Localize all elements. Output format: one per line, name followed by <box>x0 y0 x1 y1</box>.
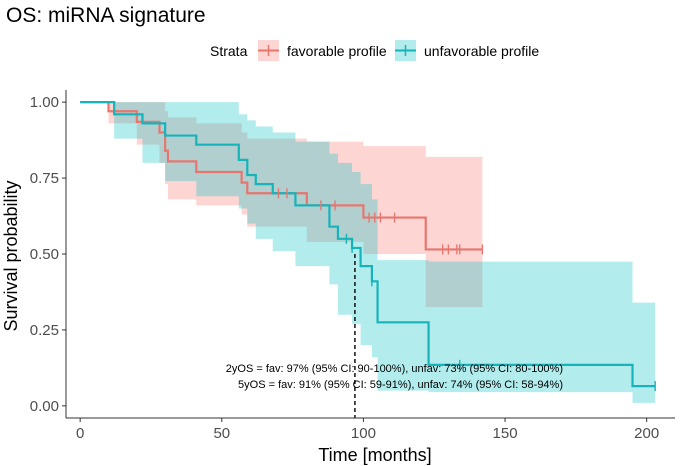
ci-band-unfavorable <box>80 102 656 403</box>
chart-title: OS: miRNA signature <box>6 4 206 27</box>
legend-key-unfavorable <box>395 40 416 61</box>
curve-unfavorable <box>80 101 656 388</box>
legend-label-unfavorable: unfavorable profile <box>424 43 539 59</box>
y-tick-label: 0.75 <box>30 170 59 187</box>
survival-curves <box>80 101 656 388</box>
annotation-2y-os: 2yOS = fav: 97% (95% CI: 90-100%), unfav… <box>226 363 563 375</box>
axes: 0.00 0.25 0.50 0.75 1.00 0 50 100 150 200 <box>30 90 675 442</box>
x-tick-label: 150 <box>493 425 518 442</box>
y-tick-label: 0.50 <box>30 246 59 263</box>
y-tick-label: 1.00 <box>30 94 59 111</box>
legend-title: Strata <box>210 43 248 59</box>
x-tick-label: 50 <box>213 425 230 442</box>
curve-favorable <box>80 101 483 251</box>
x-tick-label: 200 <box>634 425 659 442</box>
y-tick-label: 0.25 <box>30 322 59 339</box>
annotation-5y-os: 5yOS = fav: 91% (95% CI: 59-91%), unfav:… <box>238 379 563 391</box>
x-tick-label: 100 <box>351 425 376 442</box>
ci-band-favorable <box>80 102 483 308</box>
y-axis-title: Survival probability <box>1 180 21 331</box>
legend: Strata favorable profile unfavorable pro… <box>210 40 539 61</box>
y-tick-label: 0.00 <box>30 398 59 415</box>
x-axis-title: Time [months] <box>318 445 431 465</box>
legend-label-favorable: favorable profile <box>287 43 387 59</box>
x-tick-label: 0 <box>76 425 84 442</box>
legend-key-favorable <box>258 40 279 61</box>
confidence-bands <box>80 102 656 403</box>
censor-marks <box>277 188 656 392</box>
